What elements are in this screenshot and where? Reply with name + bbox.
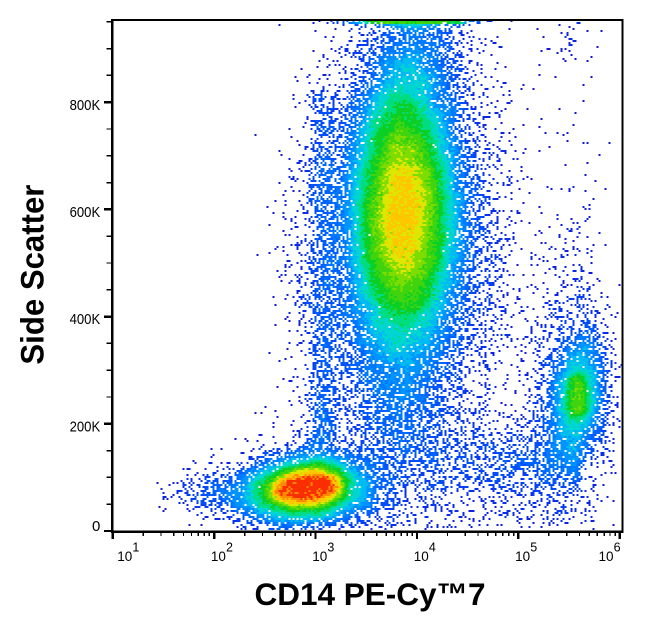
svg-text:10: 10: [211, 549, 226, 564]
svg-text:600K: 600K: [70, 204, 101, 221]
svg-text:2: 2: [226, 541, 233, 555]
svg-text:3: 3: [327, 541, 334, 555]
svg-text:5: 5: [530, 541, 537, 555]
svg-text:6: 6: [614, 541, 621, 555]
svg-text:400K: 400K: [70, 311, 101, 328]
svg-text:0: 0: [92, 518, 100, 535]
svg-text:10: 10: [414, 549, 429, 564]
svg-text:Side Scatter: Side Scatter: [15, 185, 51, 365]
svg-text:1: 1: [132, 541, 139, 555]
svg-text:4: 4: [429, 541, 436, 555]
svg-text:10: 10: [117, 549, 132, 564]
svg-text:CD14 PE-Cy™7: CD14 PE-Cy™7: [254, 576, 485, 612]
svg-text:10: 10: [312, 549, 327, 564]
svg-text:10: 10: [515, 549, 530, 564]
svg-text:200K: 200K: [70, 418, 101, 435]
svg-text:10: 10: [598, 549, 613, 564]
svg-text:800K: 800K: [70, 97, 101, 114]
